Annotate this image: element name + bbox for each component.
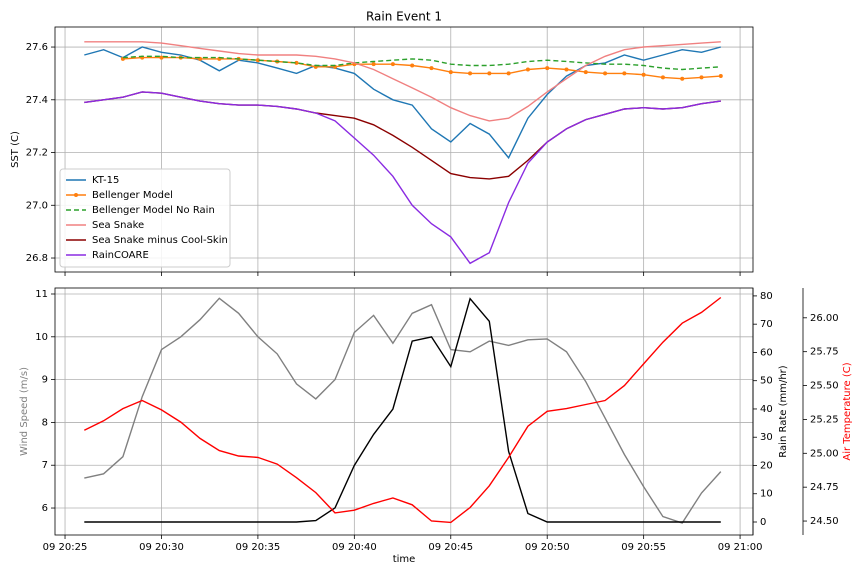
y-tick-label: 26.8 [26,253,48,264]
marker [525,67,530,72]
x-axis-label: time [393,554,416,565]
y2-tick-label: 40 [760,404,773,415]
y-tick-label: 8 [42,417,48,428]
legend: KT-15 Bellenger Model Bellenger Model No R… [59,168,231,268]
marker [545,66,550,71]
x-tick-label: 09 21:00 [718,542,763,553]
marker [699,75,704,80]
y3-tick-label: 24.75 [810,482,839,493]
marker [660,75,665,80]
y3-tick-label: 24.50 [810,516,839,527]
series-line [84,91,721,180]
x-tick-label: 09 20:45 [428,542,473,553]
y3-tick-label: 26.00 [810,313,839,324]
series-line [83,296,722,524]
y3-tick-label: 25.75 [810,347,839,358]
legend-label: KT-15 [92,175,119,186]
y-tick-label: 9 [42,375,48,386]
series-line [122,56,721,80]
legend-label: RainCOARE [92,250,149,261]
x-tick-label: 09 20:50 [525,542,570,553]
legend-label: Bellenger Model No Rain [92,205,215,216]
y3-tick-label: 25.50 [810,381,839,392]
x-tick-label: 09 20:40 [332,542,377,553]
marker [294,60,299,65]
legend-label: Bellenger Model [92,190,173,201]
y-tick-label: 27.6 [26,42,48,53]
x-tick-label: 09 20:55 [621,542,666,553]
series-line [84,297,721,523]
legend-label: Sea Snake [92,220,144,231]
series-line [122,55,721,71]
y-tick-label: 27.2 [26,148,48,159]
x-tick-label: 09 20:25 [43,542,88,553]
legend-label: Sea Snake minus Cool-Skin [92,235,228,246]
marker [371,62,376,67]
marker [506,71,511,76]
legend-box [59,168,231,268]
marker [641,72,646,77]
marker [680,76,685,81]
y2-tick-label: 10 [760,489,773,500]
x-tick-label: 09 20:35 [236,542,281,553]
marker [159,55,164,60]
y-tick-label: 6 [42,503,48,514]
y2-tick-label: 80 [760,291,773,302]
marker [468,71,473,76]
y2-tick-label: 70 [760,319,773,330]
marker [622,71,627,76]
marker [564,67,569,72]
y-tick-label: 11 [35,289,48,300]
series-line [84,41,721,122]
marker [448,70,453,75]
y3-axis-label: Air Temperature (C) [842,362,853,460]
y-tick-label: 27.4 [26,95,48,106]
y2-tick-label: 30 [760,432,773,443]
series-line [84,297,722,524]
y2-tick-label: 20 [760,460,773,471]
marker [429,66,434,71]
marker [255,58,260,63]
y2-tick-label: 60 [760,347,773,358]
y2-axis-label: Rain Rate (mm/hr) [778,365,789,457]
y2-tick-label: 50 [760,376,773,387]
marker [583,70,588,75]
series-line [84,91,721,265]
axes-frame [54,287,754,536]
chart-title: Rain Event 1 [366,10,442,24]
y2-tick-label: 0 [760,517,766,528]
marker [390,62,395,67]
y-axis-label: Wind Speed (m/s) [19,367,30,456]
marker [410,63,415,68]
x-tick-label: 09 20:30 [139,542,184,553]
y-axis-label: SST (C) [10,131,21,168]
y-tick-label: 10 [35,332,48,343]
y-tick-label: 27.0 [26,200,48,211]
axes-frame [54,26,754,273]
y3-tick-label: 25.00 [810,448,839,459]
legend-marker [74,193,78,197]
y3-tick-label: 25.25 [810,414,839,425]
marker [603,71,608,76]
marker [487,71,492,76]
marker [718,74,723,79]
y-tick-label: 7 [42,460,48,471]
